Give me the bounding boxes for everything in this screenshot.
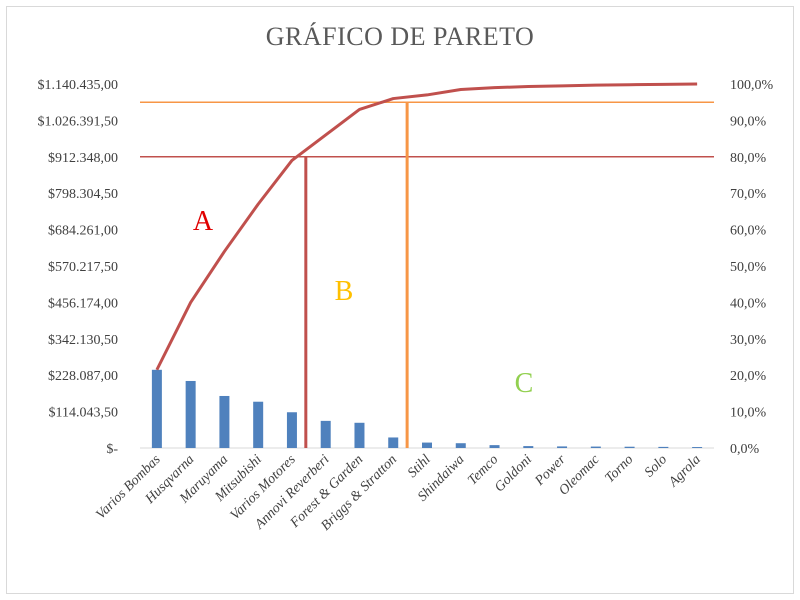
- bar-12: [523, 446, 534, 448]
- category-label: Solo: [642, 452, 670, 480]
- y-right-tick-label: 30,0%: [730, 333, 767, 348]
- y-right-tick-label: 40,0%: [730, 296, 767, 311]
- category-label: Torno: [603, 452, 637, 486]
- y-left-tick-label: $228.087,00: [48, 369, 118, 384]
- y-right-tick-label: 100,0%: [730, 78, 774, 93]
- y-right-tick-label: 70,0%: [730, 187, 767, 202]
- category-label: Stihl: [405, 452, 434, 481]
- y-left-tick-label: $570.217,50: [48, 260, 118, 275]
- bar-9: [422, 442, 432, 448]
- region-label-a: A: [193, 206, 214, 237]
- y-right-tick-label: 20,0%: [730, 369, 767, 384]
- y-left-tick-label: $684.261,00: [48, 224, 118, 239]
- bar-15: [624, 446, 635, 448]
- bar-5: [286, 412, 297, 448]
- bar-17: [692, 447, 703, 448]
- y-left-tick-label: $342.130,50: [48, 333, 118, 348]
- y-right-tick-label: 10,0%: [730, 406, 767, 421]
- region-label-b: B: [335, 276, 354, 307]
- bar-8: [388, 437, 399, 448]
- y-right-tick-label: 90,0%: [730, 114, 767, 129]
- y-right-tick-label: 0,0%: [730, 442, 760, 457]
- bar-13: [557, 446, 568, 448]
- y-left-tick-label: $114.043,50: [49, 406, 118, 421]
- bar-1: [151, 369, 162, 448]
- bar-14: [590, 446, 601, 448]
- chart-title: GRÁFICO DE PARETO: [265, 22, 535, 51]
- y-right-tick-label: 80,0%: [730, 151, 767, 166]
- y-left-tick-label: $1.140.435,00: [38, 78, 119, 93]
- y-left-tick-label: $-: [106, 442, 118, 457]
- bar-4: [253, 401, 264, 448]
- cumulative-percent-line: [155, 82, 698, 371]
- bar-2: [185, 380, 196, 448]
- y-right-tick-label: 50,0%: [730, 260, 767, 275]
- y-left-tick-label: $912.348,00: [48, 151, 118, 166]
- bar-16: [658, 446, 669, 448]
- y-right-tick-label: 60,0%: [730, 224, 767, 239]
- region-label-c: C: [515, 368, 534, 399]
- category-label: Agrola: [665, 452, 703, 490]
- bar-11: [489, 445, 500, 448]
- bar-7: [354, 422, 365, 448]
- y-left-tick-label: $1.026.391,50: [38, 114, 119, 129]
- bar-6: [320, 420, 331, 448]
- bar-3: [219, 395, 230, 448]
- chart-frame: [6, 6, 794, 594]
- category-label: Goldoni: [492, 452, 535, 495]
- y-left-tick-label: $456.174,00: [48, 296, 118, 311]
- y-left-tick-label: $798.304,50: [48, 187, 118, 202]
- bar-10: [455, 443, 466, 448]
